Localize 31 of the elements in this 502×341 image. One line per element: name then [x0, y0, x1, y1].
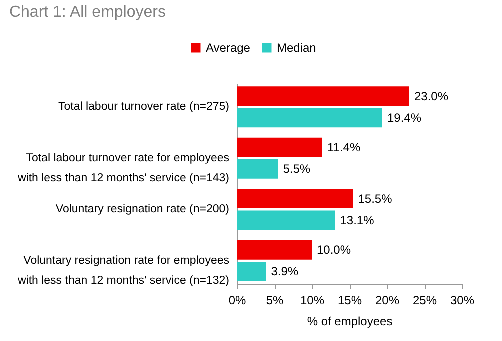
bar: [237, 159, 278, 179]
data-label: 10.0%: [317, 243, 352, 258]
x-tick-label: 25%: [412, 294, 438, 308]
bar: [237, 189, 354, 209]
bar: [237, 86, 410, 106]
data-label: 5.5%: [283, 162, 311, 176]
x-tick-label: 30%: [450, 294, 475, 308]
data-label: 11.4%: [328, 140, 361, 155]
data-label: 19.4%: [388, 110, 422, 125]
bar: [237, 138, 322, 158]
x-tick-label: 5%: [266, 294, 284, 308]
data-label: 23.0%: [414, 89, 449, 104]
legend-label: Average: [206, 41, 251, 55]
x-tick-label: 0%: [228, 294, 246, 308]
y-tick-label: Total labour turnover rate (n=275): [58, 101, 230, 114]
bar: [237, 108, 382, 128]
data-label: 3.9%: [271, 264, 299, 279]
data-label: 15.5%: [358, 192, 393, 206]
legend-label: Median: [277, 41, 316, 55]
y-tick-label: Voluntary resignation rate for employees with less than 12 months' service (n=132): [16, 254, 230, 287]
bar: [237, 240, 312, 260]
x-tick-label: 10%: [300, 294, 325, 308]
y-tick-label: Voluntary resignation rate (n=200): [56, 204, 230, 216]
bar: [237, 262, 266, 282]
x-tick-label: 15%: [338, 294, 362, 308]
text: Chart 1: All employers: [9, 4, 166, 21]
bar: [237, 210, 336, 230]
data-label: 13.1%: [340, 213, 375, 228]
x-tick-label: 20%: [375, 294, 400, 308]
x-axis-title: % of employees: [307, 314, 393, 328]
y-tick-label: Total labour turnover rate for employees with less than 12 months' service (n=143): [16, 152, 230, 184]
